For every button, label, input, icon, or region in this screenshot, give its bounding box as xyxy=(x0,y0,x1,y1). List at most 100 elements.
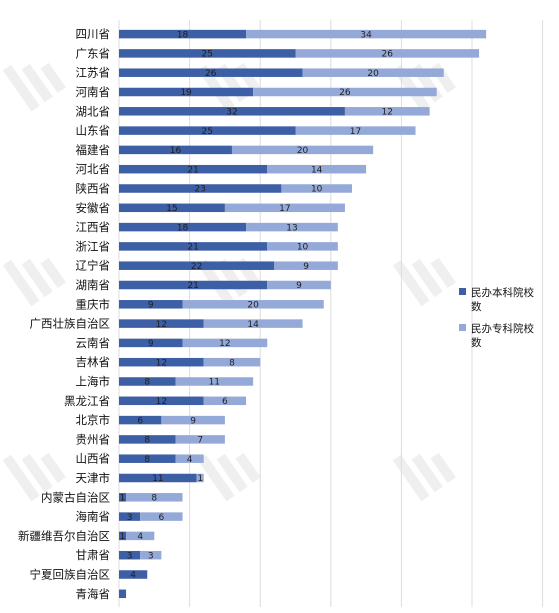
bar-series-2 xyxy=(344,107,430,116)
data-label-series-1: 12 xyxy=(156,358,167,368)
watermark-mark xyxy=(430,452,456,484)
category-label: 上海市 xyxy=(76,375,111,389)
watermark-mark xyxy=(216,453,248,493)
bar-series-1 xyxy=(119,49,296,58)
category-label: 海南省 xyxy=(76,510,111,524)
category-label: 四川省 xyxy=(76,27,111,41)
bar-series-2 xyxy=(267,242,338,251)
data-label-series-1: 6 xyxy=(137,416,143,426)
data-label-series-2: 10 xyxy=(297,243,309,253)
bar-series-1 xyxy=(119,319,204,328)
bar-series-1 xyxy=(119,435,176,444)
data-label-series-1: 26 xyxy=(205,69,217,79)
watermark-logo xyxy=(2,62,66,112)
data-label-series-1: 12 xyxy=(156,320,167,330)
bar-series-1 xyxy=(119,261,275,270)
data-label-series-1: 9 xyxy=(148,339,154,349)
watermark-logo xyxy=(392,257,456,307)
data-label-series-1: 25 xyxy=(202,127,213,137)
watermark-mark xyxy=(392,259,430,307)
watermark-logo xyxy=(197,452,261,502)
bar-series-1 xyxy=(119,87,254,97)
bar-series-1 xyxy=(119,164,268,174)
category-label: 云南省 xyxy=(76,336,111,350)
category-label: 河北省 xyxy=(76,162,111,176)
bar-series-1 xyxy=(119,203,225,213)
watermark-mark xyxy=(40,452,66,484)
bar-series-2 xyxy=(246,29,487,39)
category-label: 湖南省 xyxy=(76,278,111,292)
watermark-mark xyxy=(430,257,456,289)
watermark-logo xyxy=(197,257,261,307)
watermark-mark xyxy=(21,258,53,298)
data-label-series-2: 26 xyxy=(382,50,394,60)
data-label-series-1: 18 xyxy=(177,223,189,233)
bar-series-1 xyxy=(119,396,204,406)
bar-series-1 xyxy=(119,29,247,39)
data-label-series-2: 17 xyxy=(279,204,290,214)
category-label: 浙江省 xyxy=(76,239,111,253)
watermark-mark xyxy=(40,257,66,289)
data-label-series-2: 1 xyxy=(197,474,203,484)
bar-series-2 xyxy=(281,184,352,193)
bar-series-1 xyxy=(119,68,303,77)
data-label-series-2: 12 xyxy=(219,339,230,349)
bar-series-1 xyxy=(119,512,141,521)
legend-label-series-2-line-1: 民办专科院校 xyxy=(471,322,534,335)
bar-series-2 xyxy=(182,338,268,348)
legend-label-series-1: 民办本科院校 数 xyxy=(471,286,537,313)
data-label-series-1: 9 xyxy=(148,301,154,311)
data-label-series-2: 14 xyxy=(311,165,323,175)
watermark-mark xyxy=(2,454,40,502)
bar-series-2 xyxy=(246,222,338,232)
category-label: 广东省 xyxy=(76,46,111,60)
bar-series-2 xyxy=(140,550,162,560)
data-label-series-2: 9 xyxy=(296,281,302,291)
bar-series-1 xyxy=(119,454,176,463)
bar-series-1 xyxy=(119,145,232,155)
data-label-series-1: 19 xyxy=(180,88,192,98)
category-label: 山西省 xyxy=(76,452,111,466)
legend-swatch-series-1 xyxy=(459,288,466,295)
watermark-mark xyxy=(21,453,53,493)
bar-series-1 xyxy=(119,280,268,290)
bar-series-1 xyxy=(119,222,247,232)
category-label: 宁夏回族自治区 xyxy=(30,568,111,582)
category-label: 天津市 xyxy=(76,471,111,485)
bar-series-2 xyxy=(182,300,324,309)
bar-series-1 xyxy=(119,493,127,502)
data-label-series-1: 8 xyxy=(144,378,150,388)
data-label-series-2: 9 xyxy=(190,416,196,426)
data-label-series-2: 8 xyxy=(151,494,157,504)
watermark-logo xyxy=(2,257,66,307)
bar-series-2 xyxy=(203,357,261,367)
bar-series-2 xyxy=(295,49,480,58)
category-label: 重庆市 xyxy=(76,297,111,311)
category-label: 甘肃省 xyxy=(76,548,111,562)
bar-series-2 xyxy=(203,396,247,406)
bar-series-1 xyxy=(119,570,148,579)
grid-layer xyxy=(118,20,544,607)
data-label-series-2: 10 xyxy=(311,185,323,195)
bar-series-2 xyxy=(295,126,416,135)
category-label: 内蒙古自治区 xyxy=(41,490,110,504)
data-label-series-2: 13 xyxy=(286,223,297,233)
watermark-mark xyxy=(21,63,53,103)
watermark-mark xyxy=(392,454,430,502)
watermark-mark xyxy=(40,62,66,94)
data-label-series-1: 3 xyxy=(127,513,133,523)
category-label: 吉林省 xyxy=(76,355,111,369)
category-label: 青海省 xyxy=(76,587,111,601)
data-label-series-2: 20 xyxy=(247,301,259,311)
data-label-series-1: 32 xyxy=(226,108,237,118)
data-label-series-2: 11 xyxy=(209,378,220,388)
category-label: 河南省 xyxy=(76,85,111,99)
data-label-series-1: 22 xyxy=(191,262,202,272)
data-label-series-1: 4 xyxy=(130,571,136,581)
data-label-series-2: 4 xyxy=(187,455,193,465)
bar-series-2 xyxy=(302,68,444,77)
bar-series-2 xyxy=(274,261,338,270)
watermark-logo xyxy=(392,452,456,502)
